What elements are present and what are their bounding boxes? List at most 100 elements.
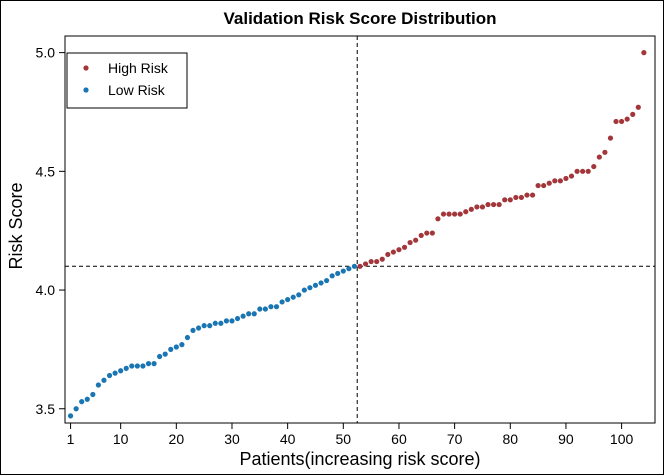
high-risk-point	[357, 263, 363, 269]
legend: High Risk Low Risk	[66, 52, 188, 109]
high-risk-point	[424, 230, 430, 236]
high-risk-point	[619, 118, 625, 125]
low-risk-point	[324, 277, 330, 284]
low-risk-point	[346, 266, 352, 272]
low-risk-point	[201, 323, 207, 329]
low-risk-point	[234, 315, 241, 322]
legend-marker-high-risk	[83, 65, 89, 71]
low-risk-point	[106, 372, 113, 379]
low-risk-point	[95, 382, 101, 388]
high-risk-point	[613, 118, 619, 125]
x-tick-label: 90	[558, 431, 574, 447]
high-risk-point	[607, 135, 614, 141]
high-risk-point	[396, 247, 402, 253]
high-risk-point	[580, 168, 586, 174]
low-risk-point	[301, 287, 307, 293]
x-tick-label: 80	[502, 431, 518, 447]
x-tick-label: 40	[280, 431, 296, 447]
low-risk-point	[73, 406, 79, 412]
high-risk-point	[362, 261, 369, 267]
high-risk-point	[429, 230, 435, 236]
low-risk-point	[157, 353, 163, 360]
legend-label-low-risk: Low Risk	[108, 82, 166, 98]
high-risk-point	[563, 175, 569, 182]
high-risk-point	[463, 209, 469, 215]
high-risk-point	[452, 211, 458, 217]
high-risk-point	[401, 244, 408, 250]
high-risk-point	[591, 163, 597, 170]
low-risk-point	[173, 344, 179, 350]
y-tick-label: 3.5	[36, 401, 56, 417]
high-risk-point	[641, 50, 647, 56]
low-risk-point	[351, 263, 358, 269]
high-risk-point	[413, 237, 419, 243]
high-risk-point	[574, 168, 580, 174]
high-risk-point	[379, 256, 385, 262]
high-risk-point	[485, 201, 491, 208]
high-risk-point	[446, 211, 452, 217]
high-risk-point	[368, 258, 374, 265]
high-risk-point	[602, 149, 608, 155]
high-risk-point	[468, 206, 474, 212]
low-risk-point	[240, 313, 246, 319]
low-risk-point	[79, 399, 85, 405]
low-risk-point	[129, 363, 135, 369]
legend-label-high-risk: High Risk	[108, 60, 169, 76]
low-risk-point	[140, 363, 146, 369]
high-risk-point	[529, 192, 536, 198]
high-risk-point	[374, 258, 380, 265]
low-risk-point	[223, 318, 230, 324]
low-risk-point	[296, 292, 302, 298]
x-tick-label: 30	[224, 431, 240, 447]
high-risk-point	[557, 178, 563, 184]
low-risk-point	[162, 351, 168, 357]
low-risk-point	[84, 396, 90, 402]
y-axis-ticks: 3.5 4.0 4.5 5.0	[36, 45, 65, 417]
high-risk-point	[535, 182, 541, 189]
high-risk-point	[502, 197, 508, 203]
high-risk-point	[630, 111, 636, 117]
low-risk-point	[179, 342, 185, 348]
high-risk-point	[635, 104, 641, 110]
low-risk-point	[190, 327, 196, 334]
low-risk-point	[246, 311, 252, 317]
low-risk-point	[251, 311, 257, 317]
high-risk-point	[507, 197, 513, 203]
y-axis-label: Risk Score	[6, 182, 26, 269]
low-risk-point	[90, 391, 96, 398]
x-tick-label: 10	[113, 431, 129, 447]
low-risk-point	[290, 294, 296, 300]
low-risk-point	[168, 346, 174, 352]
low-risk-point	[118, 368, 124, 374]
x-tick-label: 60	[391, 431, 407, 447]
low-risk-point	[257, 306, 263, 312]
legend-marker-low-risk	[83, 87, 89, 93]
low-risk-point	[207, 323, 213, 329]
low-risk-point	[112, 370, 118, 376]
low-risk-point	[268, 304, 274, 310]
high-risk-point	[568, 173, 575, 179]
x-axis-ticks: 1 10 20 30 40 50 60 70 80 90 100	[67, 423, 634, 447]
y-tick-label: 4.5	[36, 163, 56, 179]
low-risk-point	[307, 285, 313, 291]
low-risk-point	[195, 325, 202, 331]
low-risk-point	[212, 320, 218, 326]
high-risk-point	[541, 182, 547, 189]
legend-box	[66, 52, 188, 109]
high-risk-point	[457, 211, 463, 217]
low-risk-point	[145, 361, 152, 367]
high-risk-point	[407, 239, 413, 246]
high-risk-point	[385, 251, 391, 258]
low-risk-point	[262, 306, 268, 312]
high-risk-point	[390, 249, 396, 255]
low-risk-point	[184, 334, 191, 341]
x-tick-label: 1	[67, 431, 75, 447]
high-risk-point	[474, 204, 480, 210]
high-risk-point	[435, 216, 441, 222]
low-risk-point	[67, 413, 74, 419]
x-tick-label: 70	[447, 431, 463, 447]
x-tick-label: 20	[169, 431, 185, 447]
x-tick-label: 100	[610, 431, 634, 447]
low-risk-point	[279, 299, 285, 305]
high-risk-point	[490, 201, 497, 208]
